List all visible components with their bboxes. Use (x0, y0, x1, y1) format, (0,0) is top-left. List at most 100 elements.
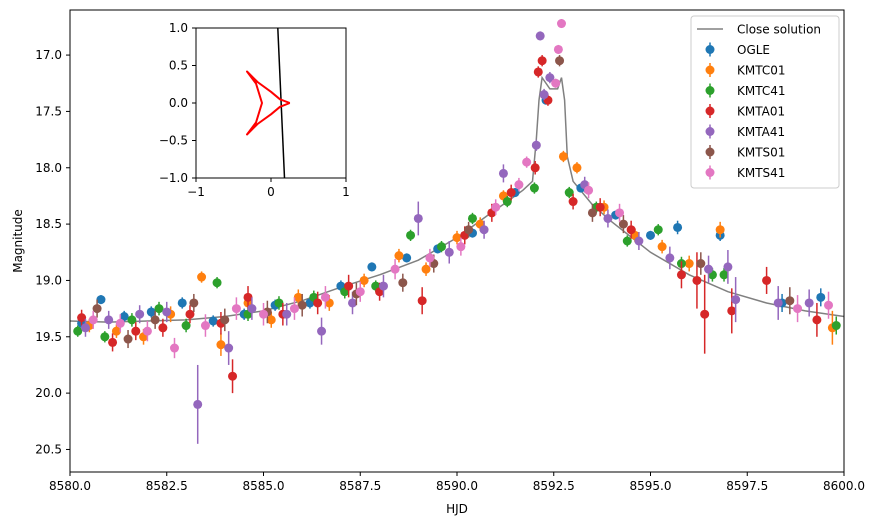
data-point (421, 264, 431, 274)
data-point (700, 309, 710, 319)
legend-entry-kmta01: KMTA01 (705, 104, 785, 119)
data-point (88, 315, 98, 325)
inset-lines-layer (246, 27, 291, 179)
legend-entry-kmts01: KMTS01 (705, 145, 785, 160)
data-point (359, 275, 369, 285)
data-point (584, 185, 594, 195)
data-point (727, 306, 737, 316)
data-point (96, 295, 106, 305)
data-point (684, 259, 694, 269)
data-point (119, 311, 129, 321)
legend-marker-swatch (705, 147, 715, 157)
legend-label: KMTA01 (737, 105, 785, 119)
data-point (824, 300, 834, 310)
data-point (197, 272, 207, 282)
data-point (406, 230, 416, 240)
data-point (80, 323, 90, 333)
data-point (653, 225, 663, 235)
data-point (73, 326, 83, 336)
data-point (634, 236, 644, 246)
legend: Close solution OGLE KMTC01 KMTC41 KMTA01 KMTA… (690, 15, 840, 189)
data-point (154, 304, 164, 314)
data-point (247, 304, 257, 314)
data-point (123, 334, 133, 344)
data-point (464, 225, 474, 235)
data-point (413, 213, 423, 223)
data-point (665, 253, 675, 263)
data-point (297, 300, 307, 310)
data-point (92, 304, 102, 314)
x-tick-label: 8582.5 (146, 479, 188, 493)
legend-label: OGLE (737, 43, 770, 57)
data-point (282, 309, 292, 319)
legend-marker-swatch (705, 45, 715, 54)
data-point (344, 281, 354, 291)
data-point (317, 326, 327, 336)
data-point (77, 313, 87, 323)
data-point (506, 188, 516, 198)
data-points-layer (73, 19, 841, 444)
data-point (158, 323, 168, 333)
series-kmts41 (88, 19, 834, 359)
data-point (537, 56, 547, 66)
inset-x-ticks: −1 0 1 (187, 178, 350, 199)
y-axis-ticks: 17.0 17.5 18.0 18.5 19.0 19.5 20.0 20.5 (35, 48, 70, 456)
legend-label: KMTC41 (737, 84, 786, 98)
data-point (142, 326, 152, 336)
legend-entry-close-solution: Close solution (697, 23, 821, 37)
legend-label: KMTA41 (737, 125, 785, 139)
legend-label: Close solution (737, 23, 821, 37)
legend-label: KMTC01 (737, 64, 786, 78)
data-point (646, 230, 655, 240)
legend-entry-kmtc01: KMTC01 (705, 63, 786, 78)
data-point (378, 281, 388, 291)
data-point (243, 292, 253, 302)
legend-entry-kmts41: KMTS41 (705, 165, 785, 180)
data-point (437, 242, 447, 252)
data-point (135, 309, 145, 319)
legend-entry-kmtc41: KMTC41 (705, 83, 786, 98)
data-point (812, 315, 822, 325)
x-tick-label: 8592.5 (533, 479, 575, 493)
data-point (355, 287, 365, 297)
x-tick-label: 8600.0 (823, 479, 865, 493)
data-point (545, 73, 555, 83)
x-tick-label: 8595.0 (630, 479, 672, 493)
data-point (551, 78, 561, 88)
inset-y-tick-label: 0.5 (169, 59, 188, 73)
data-point (558, 151, 568, 161)
data-point (111, 326, 121, 336)
data-point (320, 292, 330, 302)
legend-marker-swatch (705, 168, 715, 177)
inset-background (196, 28, 346, 178)
data-point (696, 259, 706, 269)
y-tick-label: 18.5 (35, 217, 62, 231)
data-point (719, 270, 729, 280)
legend-marker-swatch (705, 127, 715, 136)
data-point (529, 183, 539, 193)
inset-trajectory-line (277, 27, 286, 179)
data-point (773, 298, 783, 308)
legend-box (690, 15, 840, 189)
inset-y-ticks: −1.0 −0.5 0.0 0.5 1.0 (159, 21, 196, 185)
data-point (704, 264, 714, 274)
data-point (228, 371, 238, 381)
data-point (530, 163, 540, 173)
data-point (220, 315, 230, 325)
x-tick-label: 8580.0 (49, 479, 91, 493)
data-point (181, 321, 191, 331)
data-point (452, 233, 462, 243)
y-tick-label: 20.5 (35, 442, 62, 456)
data-point (522, 157, 532, 167)
data-point (762, 275, 772, 285)
main-plot: 8580.0 8582.5 8585.0 8587.5 8590.0 8592.5 8595… (11, 9, 865, 516)
data-point (555, 56, 565, 66)
series-kmta41 (80, 31, 814, 444)
data-point (572, 163, 582, 173)
data-point (398, 278, 408, 288)
data-point (425, 253, 435, 263)
data-point (367, 262, 377, 272)
y-axis-label: Magnitude (11, 209, 25, 273)
data-point (498, 168, 508, 178)
